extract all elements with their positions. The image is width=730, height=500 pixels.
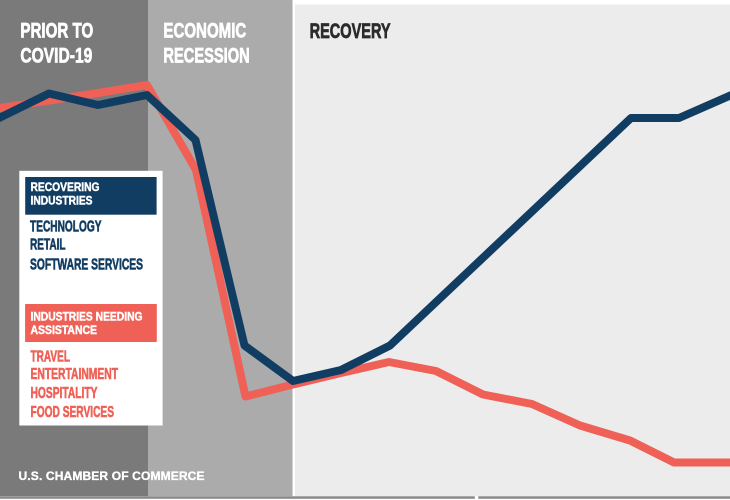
svg-text:INDUSTRIES: INDUSTRIES (31, 193, 93, 207)
svg-text:U.S. CHAMBER OF COMMERCE: U.S. CHAMBER OF COMMERCE (19, 469, 205, 483)
svg-text:INDUSTRIES NEEDING: INDUSTRIES NEEDING (31, 309, 143, 323)
svg-text:RETAIL: RETAIL (30, 236, 66, 253)
svg-text:TRAVEL: TRAVEL (31, 348, 71, 365)
svg-text:RECOVERY: RECOVERY (310, 20, 391, 43)
svg-text:COVID-19: COVID-19 (20, 44, 92, 67)
svg-text:ASSISTANCE: ASSISTANCE (31, 323, 98, 337)
svg-text:RECOVERING: RECOVERING (31, 180, 100, 194)
svg-text:PRIOR TO: PRIOR TO (20, 20, 93, 43)
svg-text:ECONOMIC: ECONOMIC (163, 20, 246, 43)
svg-text:FOOD SERVICES: FOOD SERVICES (31, 404, 115, 421)
svg-text:SOFTWARE SERVICES: SOFTWARE SERVICES (30, 257, 143, 274)
svg-text:ENTERTAINMENT: ENTERTAINMENT (31, 366, 119, 383)
svg-text:HOSPITALITY: HOSPITALITY (31, 385, 98, 402)
svg-text:TECHNOLOGY: TECHNOLOGY (30, 218, 102, 235)
svg-text:RECESSION: RECESSION (163, 44, 249, 67)
